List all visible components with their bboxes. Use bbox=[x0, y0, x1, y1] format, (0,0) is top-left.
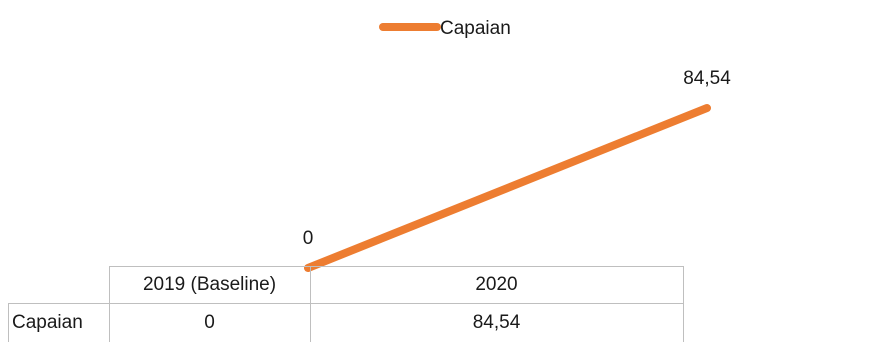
data-table: 2019 (Baseline) 2020 Capaian 0 84,54 bbox=[8, 266, 684, 342]
table-row: Capaian 0 84,54 bbox=[8, 303, 684, 342]
legend: Capaian bbox=[379, 18, 511, 39]
table-corner-cell bbox=[8, 266, 110, 304]
table-row-label: Capaian bbox=[8, 303, 110, 342]
table-header-row: 2019 (Baseline) 2020 bbox=[8, 266, 684, 304]
plot-area: 084,54 bbox=[303, 68, 731, 272]
table-value-cell: 0 bbox=[108, 303, 311, 342]
legend-label: Capaian bbox=[440, 18, 511, 39]
table-category-cell: 2020 bbox=[309, 266, 684, 304]
table-category-cell: 2019 (Baseline) bbox=[108, 266, 311, 304]
series-line-capaian bbox=[304, 104, 711, 272]
data-label: 0 bbox=[303, 228, 314, 249]
table-value-cell: 84,54 bbox=[309, 303, 684, 342]
data-label: 84,54 bbox=[683, 68, 731, 89]
